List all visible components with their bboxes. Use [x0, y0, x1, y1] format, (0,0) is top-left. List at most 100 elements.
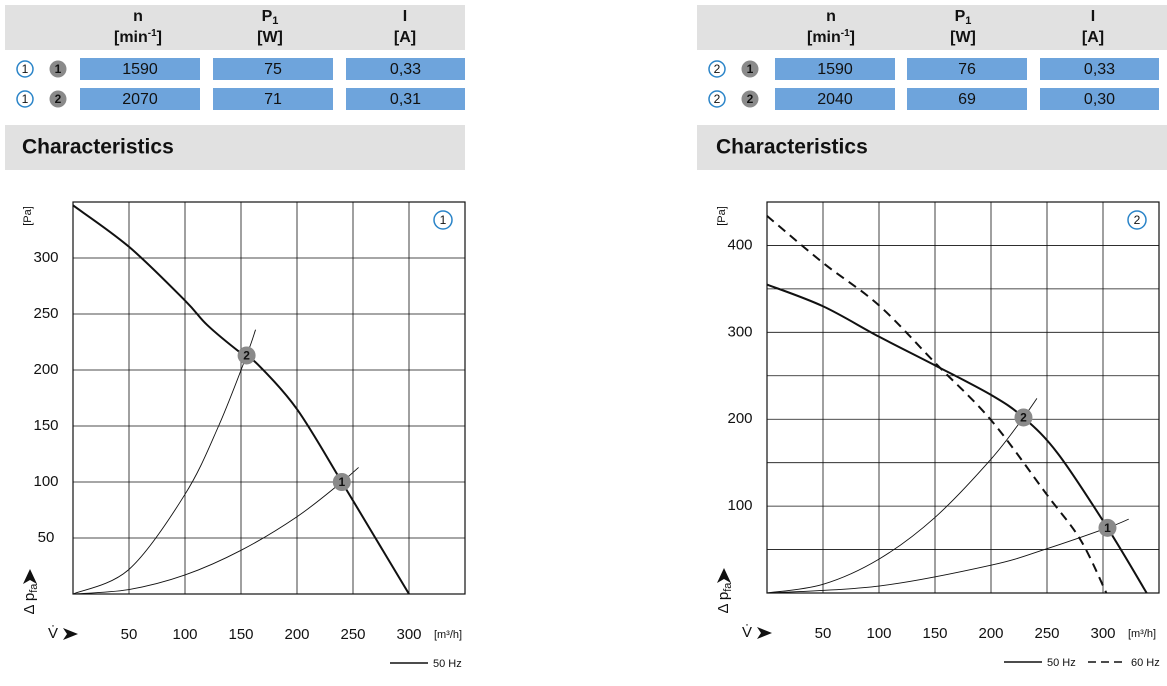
column-unit: [W]	[950, 29, 976, 46]
point-marker-label: 2	[55, 92, 62, 106]
x-unit: [m³/h]	[1128, 628, 1156, 640]
column-unit: [A]	[1082, 29, 1104, 46]
x-arrow	[63, 628, 78, 640]
y-label-sub: fa	[28, 583, 40, 593]
column-unit: [min-1]	[114, 28, 162, 47]
unit-sup: -1	[148, 28, 157, 39]
y-tick-label: 100	[727, 497, 752, 514]
curve-marker	[708, 90, 726, 108]
y-tick-label: 50	[38, 529, 55, 546]
x-arrow	[757, 627, 772, 639]
table-cell-text: 0,30	[1084, 91, 1115, 108]
table-cell	[907, 58, 1027, 80]
x-tick-label: 200	[978, 625, 1003, 642]
operating-point	[1014, 408, 1033, 427]
table-cell-text: 0,33	[390, 61, 421, 78]
symbol: n	[133, 8, 143, 25]
column-unit: [W]	[257, 29, 283, 46]
y-tick-label: 150	[33, 417, 58, 434]
table-cell-text: 0,31	[390, 91, 421, 108]
section-bar	[5, 125, 465, 170]
table-cell	[775, 58, 895, 80]
table-cell	[213, 88, 333, 110]
section-bar	[697, 125, 1167, 170]
table-cell	[1040, 88, 1159, 110]
table-cell	[80, 58, 200, 80]
chart-id-label: 2	[1134, 213, 1141, 227]
y-label-main: Δ p	[21, 593, 38, 615]
symbol: P	[262, 8, 273, 25]
point-marker	[741, 60, 759, 78]
x-unit: [m³/h]	[434, 629, 462, 641]
table-cell	[775, 88, 895, 110]
table-cell	[1040, 58, 1159, 80]
table-cell-text: 0,33	[1084, 61, 1115, 78]
column-symbol: P1	[955, 8, 972, 27]
column-symbol: I	[1091, 8, 1095, 25]
x-tick-label: 300	[396, 626, 421, 643]
legend-label: 50 Hz	[433, 658, 462, 670]
y-tick-label: 250	[33, 305, 58, 322]
y-axis-label: Δ pfa	[21, 583, 40, 615]
curve-marker-label: 1	[22, 62, 29, 76]
y-axis-label: Δ pfa	[715, 582, 734, 614]
column-symbol: I	[403, 8, 407, 25]
y-tick-label: 300	[727, 323, 752, 340]
table-cell-text: 2070	[122, 91, 158, 108]
symbol-sub: 1	[965, 15, 971, 27]
table-cell-text: 2040	[817, 91, 853, 108]
symbol: n	[826, 8, 836, 25]
column-symbol: P1	[262, 8, 279, 27]
table-cell	[80, 88, 200, 110]
curve-marker-label: 2	[714, 92, 721, 106]
x-tick-label: 100	[866, 625, 891, 642]
x-tick-label: 300	[1090, 625, 1115, 642]
operating-point	[237, 346, 256, 365]
table-cell	[346, 58, 465, 80]
curve-marker-label: 1	[22, 92, 29, 106]
symbol: I	[403, 8, 407, 25]
x-tick-label: 100	[172, 626, 197, 643]
symbol: I	[1091, 8, 1095, 25]
plot-frame	[766, 201, 1160, 594]
y-tick-label: 100	[33, 473, 58, 490]
table-cell-text: 71	[264, 91, 282, 108]
table-cell-text: 69	[958, 91, 976, 108]
chart-id-marker	[1127, 210, 1147, 230]
system-curve	[72, 467, 359, 595]
y-tick-label: 300	[33, 249, 58, 266]
operating-point-label: 1	[1104, 521, 1111, 535]
x-tick-label: 250	[340, 626, 365, 643]
system-curve	[72, 329, 256, 595]
operating-point-label: 2	[1020, 411, 1027, 425]
point-marker-label: 1	[747, 62, 754, 76]
operating-point	[1098, 518, 1117, 537]
column-symbol: n	[826, 8, 836, 25]
operating-point-label: 2	[243, 349, 250, 363]
point-marker-label: 1	[55, 62, 62, 76]
chart-id-marker	[433, 210, 453, 230]
fan-curve	[766, 283, 1148, 594]
curve-marker	[16, 90, 34, 108]
x-tick-label: 150	[228, 626, 253, 643]
table-header-bg	[5, 5, 465, 50]
y-tick-label: 200	[727, 410, 752, 427]
table-cell	[346, 88, 465, 110]
x-tick-label: 150	[922, 625, 947, 642]
unit-close: ]	[157, 29, 162, 46]
y-arrow	[717, 568, 731, 583]
section-title: Characteristics	[22, 136, 174, 159]
legend-label: 50 Hz	[1047, 657, 1076, 669]
symbol-sub: 1	[272, 15, 278, 27]
y-label-sub: fa	[722, 582, 734, 592]
point-marker-label: 2	[747, 92, 754, 106]
x-tick-label: 200	[284, 626, 309, 643]
table-cell-text: 1590	[122, 61, 158, 78]
curve-marker	[16, 60, 34, 78]
table-cell	[907, 88, 1027, 110]
x-tick-label: 50	[121, 626, 138, 643]
chart-id-label: 1	[440, 213, 447, 227]
column-unit: [A]	[394, 29, 416, 46]
y-arrow	[23, 569, 37, 584]
y-unit: [Pa]	[716, 206, 728, 226]
